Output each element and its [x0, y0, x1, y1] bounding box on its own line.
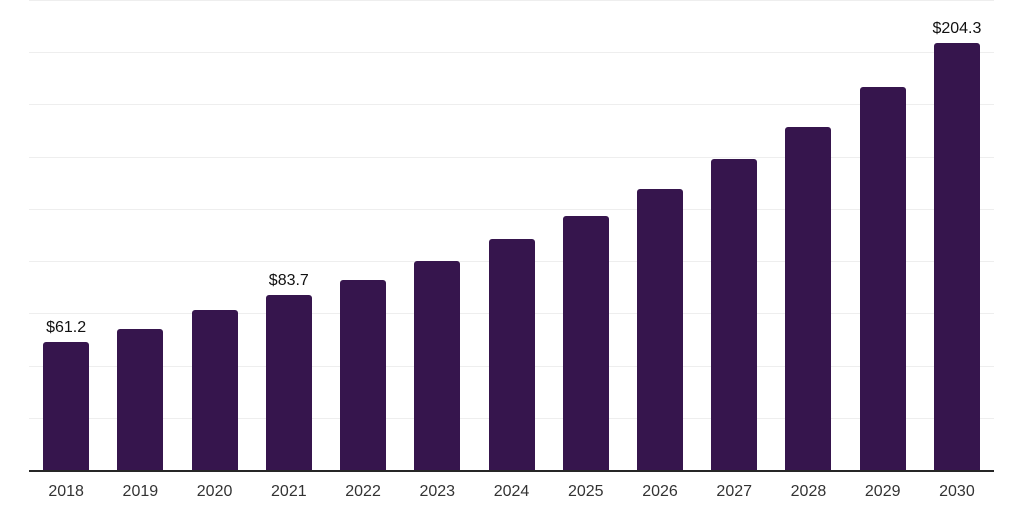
x-axis-tick-label: 2027 — [716, 483, 753, 500]
x-axis-tick-label: 2023 — [419, 483, 456, 500]
x-axis-tick-label: 2019 — [122, 483, 159, 500]
x-axis-line — [29, 470, 994, 472]
bar — [785, 126, 832, 470]
bar-group — [400, 0, 474, 470]
bar-group — [549, 0, 623, 470]
bar-group — [177, 0, 251, 470]
bar — [933, 43, 980, 470]
gridline — [29, 52, 994, 54]
bar-group — [771, 0, 845, 470]
bar — [117, 329, 164, 470]
bar-value-label: $204.3 — [932, 20, 982, 38]
x-axis-tick-label: 2025 — [567, 483, 604, 500]
gridline — [29, 0, 994, 1]
bar — [562, 215, 609, 470]
bar-group: $204.3 — [920, 0, 994, 470]
bar-group — [474, 0, 548, 470]
x-axis-tick-label: 2021 — [271, 483, 307, 500]
bar-value-label: $83.7 — [268, 272, 309, 290]
plot-area: $61.2 $83.7 — [29, 0, 994, 470]
x-axis-tick-labels: 2018 2019 2020 2021 2022 2023 2024 2025 … — [29, 483, 994, 501]
bar-value-label: $61.2 — [46, 319, 87, 337]
x-axis-tick-label: 2020 — [196, 483, 233, 500]
bar — [859, 87, 906, 470]
bar — [414, 260, 461, 470]
bar-group — [326, 0, 400, 470]
x-axis-tick-label: 2030 — [939, 483, 975, 500]
bar — [191, 310, 238, 470]
bar — [43, 342, 90, 470]
x-axis-tick-label: 2022 — [345, 483, 381, 500]
x-axis-tick-label: 2024 — [493, 483, 530, 500]
bar-group — [103, 0, 177, 470]
bar-group — [623, 0, 697, 470]
x-axis-tick-label: 2018 — [48, 483, 84, 500]
bar-group: $83.7 — [252, 0, 326, 470]
bar — [340, 279, 387, 470]
bar-group — [697, 0, 771, 470]
x-axis-tick-label: 2026 — [642, 483, 678, 500]
bar — [488, 238, 535, 470]
bar — [265, 295, 312, 470]
bar — [636, 189, 683, 470]
gridline — [29, 208, 994, 210]
bar-group — [846, 0, 920, 470]
gridline — [29, 104, 994, 106]
bar-group: $61.2 — [29, 0, 103, 470]
bars-row: $61.2 $83.7 — [29, 0, 994, 470]
bar — [711, 159, 758, 470]
x-axis-tick-label: 2029 — [864, 483, 901, 500]
x-axis-tick-label: 2028 — [790, 483, 827, 500]
gridline — [29, 156, 994, 158]
